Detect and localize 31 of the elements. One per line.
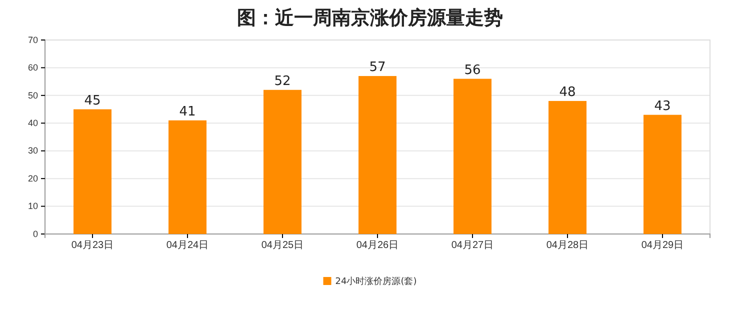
legend-label: 24小时涨价房源(套) [335, 276, 417, 287]
x-tick-label: 04月27日 [451, 240, 494, 252]
y-tick-label: 70 [28, 34, 38, 45]
y-tick-label: 50 [28, 90, 38, 100]
y-tick-label: 60 [28, 62, 38, 73]
bar [168, 120, 206, 234]
data-label: 45 [84, 93, 101, 108]
y-tick-label: 10 [28, 201, 38, 212]
data-label: 41 [179, 104, 196, 120]
x-tick-label: 04月25日 [261, 240, 304, 252]
bar [454, 78, 492, 234]
x-tick-label: 04月23日 [71, 240, 114, 252]
bar [358, 76, 396, 234]
x-tick-label: 04月28日 [546, 240, 589, 252]
data-label: 56 [464, 62, 481, 78]
bar [264, 90, 302, 234]
bar [644, 114, 682, 234]
y-tick-label: 40 [28, 118, 38, 128]
x-tick-label: 04月29日 [641, 240, 684, 252]
data-label: 43 [654, 98, 671, 114]
x-tick-label: 04月26日 [356, 240, 399, 252]
data-label: 52 [274, 74, 291, 89]
y-tick-label: 0 [32, 228, 38, 239]
data-label: 48 [559, 84, 576, 100]
y-tick-label: 20 [28, 173, 38, 184]
chart-title: 图：近一周南京涨价房源量走势 [237, 7, 503, 29]
bar [548, 100, 586, 234]
y-tick-label: 30 [28, 146, 38, 156]
data-label: 57 [369, 60, 386, 76]
x-tick-label: 04月24日 [166, 240, 209, 252]
bar [74, 109, 112, 234]
